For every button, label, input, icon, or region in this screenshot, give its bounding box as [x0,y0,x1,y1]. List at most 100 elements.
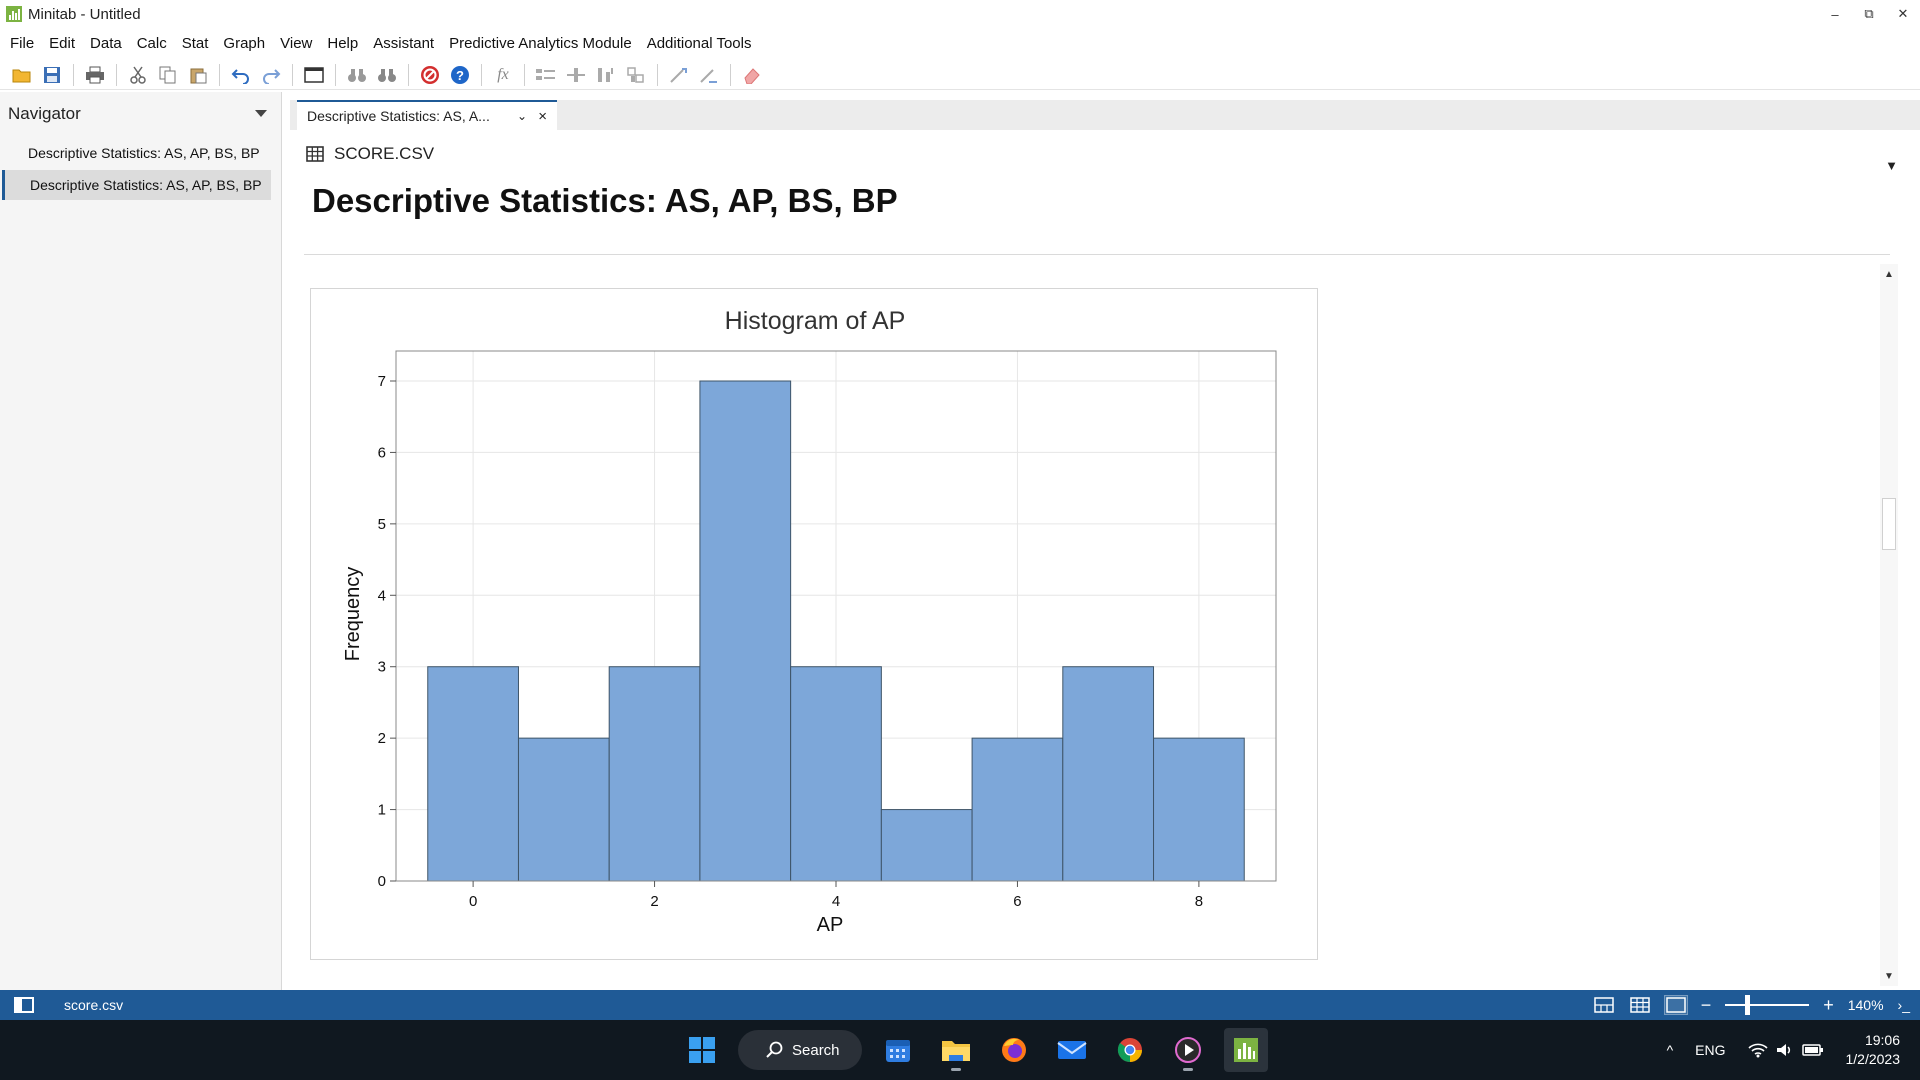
tray-status-group[interactable] [1747,1042,1824,1058]
menu-view[interactable]: View [280,34,313,52]
navigator-item[interactable]: Descriptive Statistics: AS, AP, BS, BP [2,138,271,168]
toolbar-separator [335,63,336,86]
worksheet-view-icon[interactable] [1629,996,1651,1014]
cancel-icon[interactable] [418,63,442,87]
calendar-icon[interactable] [876,1028,920,1072]
language-indicator[interactable]: ENG [1695,1042,1726,1058]
histogram-bar[interactable] [608,666,701,882]
toggle-navigator-icon[interactable] [14,997,34,1013]
histogram-bar[interactable] [880,809,973,882]
histogram-bar[interactable] [427,666,519,882]
toolbar: ? fx [0,60,1920,90]
menu-assistant[interactable]: Assistant [373,34,435,52]
histogram-chart[interactable]: Histogram of AP AP Frequency 0 2 4 6 8 0 1 2 3 4 5… [310,288,1318,960]
media-player-icon[interactable] [1166,1028,1210,1072]
histogram-bar[interactable] [971,737,1064,882]
chart-bars [427,380,1245,882]
chart-ticks: 0 2 4 6 8 0 1 2 3 4 5 6 7 [378,373,1203,910]
menu-data[interactable]: Data [90,34,122,52]
save-icon[interactable] [40,63,64,87]
move-icon[interactable] [624,63,648,87]
tab-close-icon[interactable]: × [538,107,547,125]
split-view-icon[interactable] [1593,996,1615,1014]
redo-icon[interactable] [259,63,283,87]
zoom-out-button[interactable]: − [1700,995,1712,1015]
x-tick-label: 8 [1195,893,1203,910]
find-icon[interactable] [345,63,369,87]
worksheet-link[interactable]: SCORE.CSV [306,144,434,164]
y-tick-label: 1 [378,802,386,819]
help-icon[interactable]: ? [448,63,472,87]
menu-calc[interactable]: Calc [136,34,167,52]
taskbar-search[interactable]: Search [738,1030,862,1070]
worksheet-grid-icon [306,146,324,162]
toolbar-separator [730,63,731,86]
zoom-slider[interactable] [1725,995,1810,1015]
minitab-icon[interactable] [1224,1028,1268,1072]
histogram-bar[interactable] [1153,737,1245,882]
toolbar-separator [481,63,482,86]
restore-button[interactable]: ⧉ [1864,6,1874,21]
scroll-up-icon[interactable]: ▲ [1884,268,1894,280]
close-button[interactable]: ✕ [1897,6,1909,21]
menu-edit[interactable]: Edit [49,34,76,52]
navigator-header[interactable]: Navigator [0,92,281,136]
tab-label: Descriptive Statistics: AS, A... [307,108,490,124]
scroll-down-icon[interactable]: ▼ [1884,970,1894,982]
copy-icon[interactable] [156,63,180,87]
formula-icon[interactable]: fx [491,63,515,87]
tab-descriptive-statistics[interactable]: Descriptive Statistics: AS, A... ⌄ × [297,100,557,130]
navigator-title: Navigator [8,104,81,123]
menu-predictive-analytics[interactable]: Predictive Analytics Module [449,34,632,52]
link-icon[interactable] [697,63,721,87]
navigator-item-active[interactable]: Descriptive Statistics: AS, AP, BS, BP [2,170,271,200]
command-line-icon[interactable]: ›_ [1897,997,1910,1013]
chevron-down-icon[interactable] [255,110,267,118]
histogram-bar[interactable] [790,666,882,882]
zoom-level[interactable]: 140% [1847,997,1884,1013]
mail-icon[interactable] [1050,1028,1094,1072]
clock[interactable]: 19:06 1/2/2023 [1846,1031,1901,1069]
insert-icon[interactable] [594,63,618,87]
open-icon[interactable] [10,63,34,87]
print-icon[interactable] [83,63,107,87]
title-bar: Minitab - Untitled – ⧉ ✕ [0,0,1920,28]
file-explorer-icon[interactable] [934,1028,978,1072]
output-menu-arrow-icon[interactable]: ▼ [1885,158,1898,173]
histogram-bar[interactable] [517,737,610,882]
replace-icon[interactable] [375,63,399,87]
histogram-bar[interactable] [1062,666,1155,882]
tab-menu-chevron-icon[interactable]: ⌄ [516,109,527,123]
output-view-icon[interactable] [1663,995,1688,1015]
cut-icon[interactable] [126,63,150,87]
histogram-bar[interactable] [699,380,792,882]
menu-help[interactable]: Help [327,34,359,52]
zoom-slider-knob[interactable] [1745,995,1751,1015]
tray-chevron-icon[interactable]: ^ [1666,1042,1674,1058]
x-axis-label: AP [817,914,844,936]
window-icon[interactable] [302,63,326,87]
zoom-in-button[interactable]: + [1823,995,1834,1015]
paste-icon[interactable] [186,63,210,87]
row-icon[interactable] [534,63,558,87]
firefox-icon[interactable] [992,1028,1036,1072]
document-tabstrip: Descriptive Statistics: AS, A... ⌄ × [290,100,1920,130]
start-icon[interactable] [680,1028,724,1072]
menu-graph[interactable]: Graph [223,34,266,52]
scroll-thumb[interactable] [1882,498,1896,550]
chrome-icon[interactable] [1108,1028,1152,1072]
worksheet-label: SCORE.CSV [334,144,435,163]
menu-additional-tools[interactable]: Additional Tools [646,34,752,52]
y-tick-label: 2 [378,730,386,747]
toolbar-separator [657,63,658,86]
undo-icon[interactable] [229,63,253,87]
navigator-item-label: Descriptive Statistics: AS, AP, BS, BP [28,145,260,161]
system-tray: ^ ENG 19:06 1/2/2023 [1667,1020,1900,1080]
menu-stat[interactable]: Stat [181,34,209,52]
menu-file[interactable]: File [10,34,35,52]
vertical-scrollbar[interactable]: ▲ ▼ [1880,264,1898,986]
eraser-icon[interactable] [740,63,764,87]
minimize-button[interactable]: – [1831,6,1839,22]
column-icon[interactable] [564,63,588,87]
brush-icon[interactable] [667,63,691,87]
